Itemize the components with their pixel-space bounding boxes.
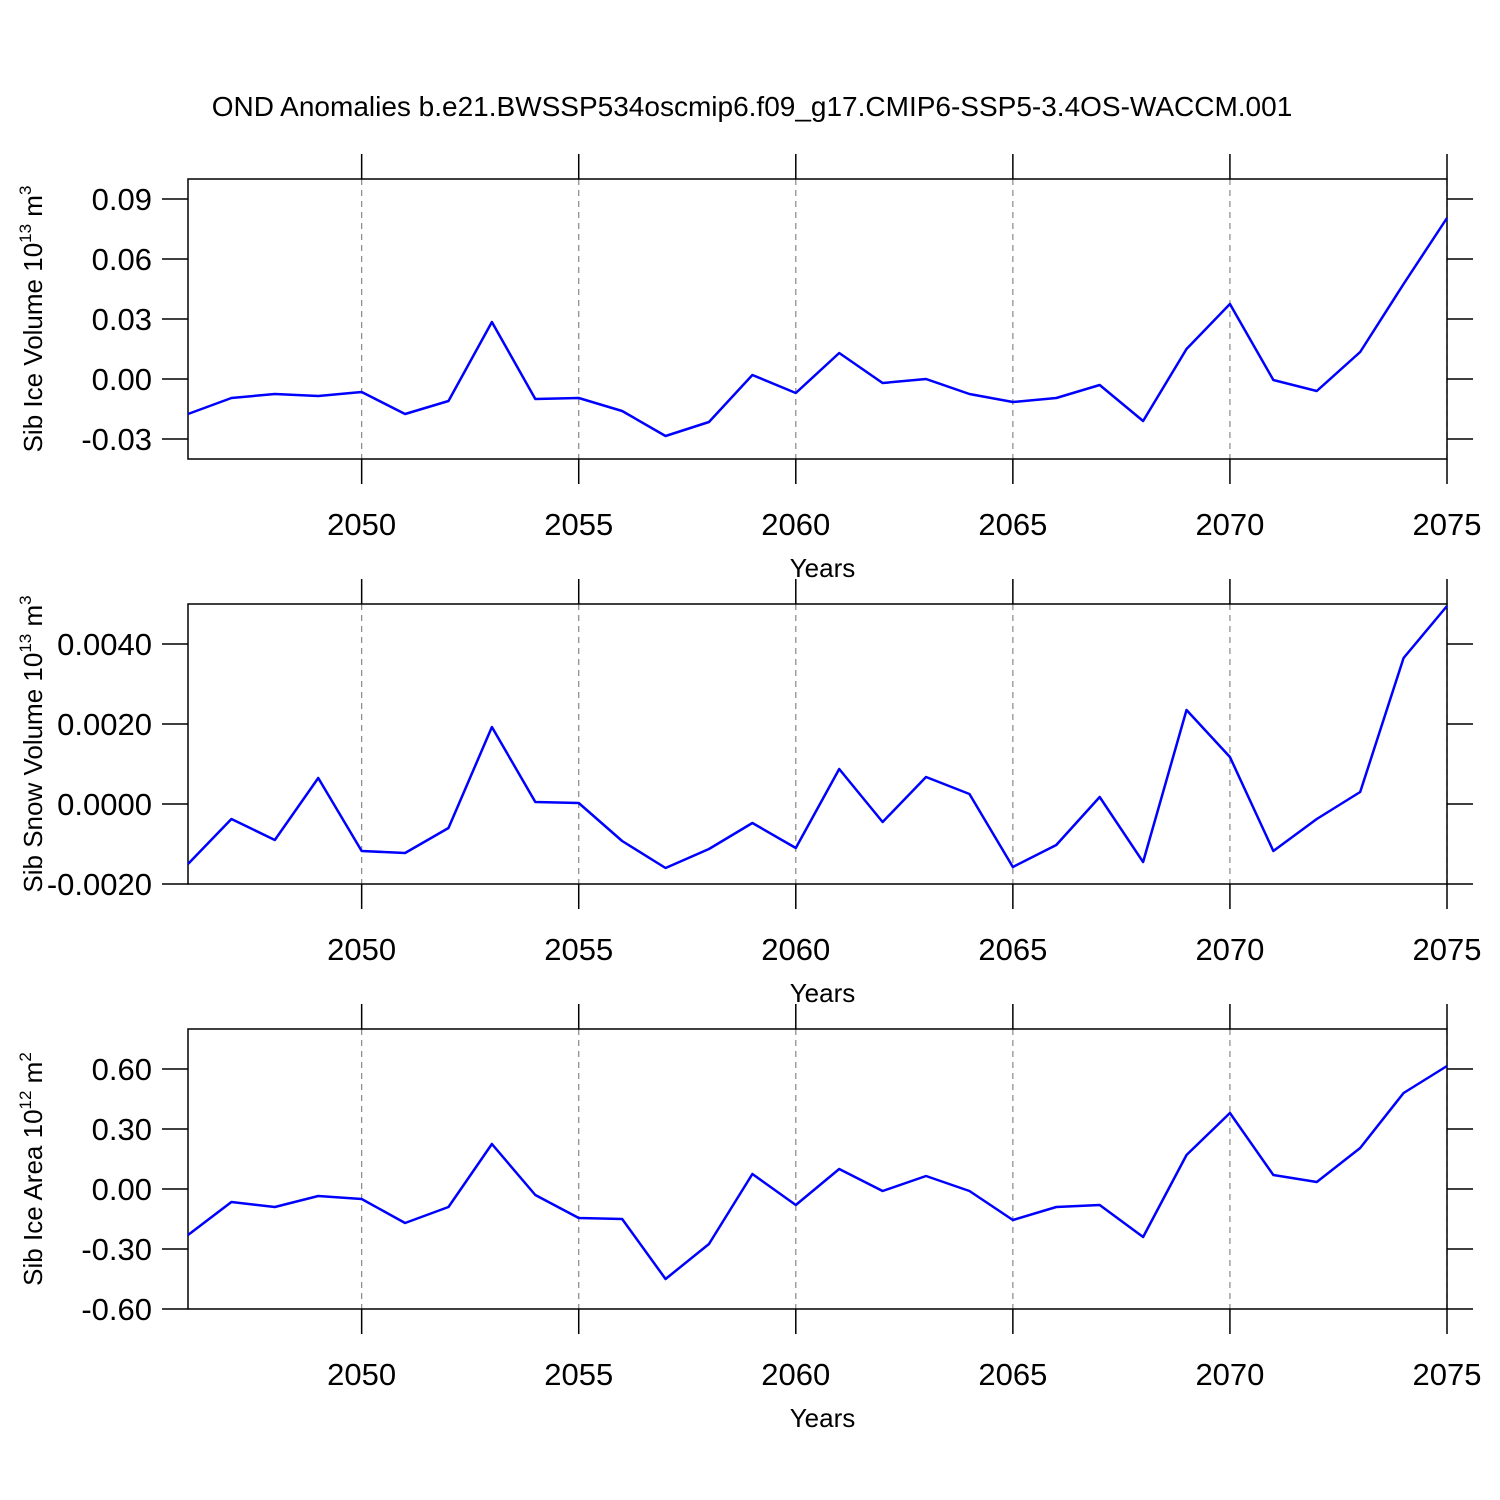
x-axis-label: Years bbox=[790, 978, 856, 1008]
chart-title: OND Anomalies b.e21.BWSSP534oscmip6.f09_… bbox=[212, 91, 1293, 122]
y-tick-label: 0.60 bbox=[92, 1052, 152, 1087]
plot-frame bbox=[187, 1028, 1448, 1310]
x-tick-label: 2050 bbox=[327, 507, 396, 542]
x-tick-label: 2060 bbox=[761, 932, 830, 967]
x-tick-label: 2055 bbox=[544, 932, 613, 967]
y-axis-label-part: Sib Ice Volume 10 bbox=[18, 243, 48, 453]
y-tick-label: 0.0000 bbox=[57, 787, 152, 822]
x-tick-label: 2055 bbox=[544, 507, 613, 542]
y-axis-label: Sib Snow Volume 1013 m3 bbox=[16, 595, 48, 892]
y-tick-label: 0.09 bbox=[92, 182, 152, 217]
y-axis-label: Sib Ice Volume 1013 m3 bbox=[16, 186, 48, 453]
y-axis-label-superscript: 13 bbox=[16, 634, 35, 653]
y-tick-label: 0.03 bbox=[92, 302, 152, 337]
y-tick-label: 0.06 bbox=[92, 242, 152, 277]
y-tick-label: -0.30 bbox=[81, 1232, 152, 1267]
y-axis-label-part: m bbox=[18, 1062, 48, 1091]
x-tick-label: 2075 bbox=[1413, 1357, 1482, 1392]
x-tick-label: 2065 bbox=[978, 1357, 1047, 1392]
x-tick-label: 2070 bbox=[1195, 507, 1264, 542]
y-tick-label: -0.0020 bbox=[47, 867, 152, 902]
x-tick-label: 2055 bbox=[544, 1357, 613, 1392]
y-tick-label: 0.00 bbox=[92, 1172, 152, 1207]
x-tick-label: 2050 bbox=[327, 932, 396, 967]
x-tick-label: 2060 bbox=[761, 1357, 830, 1392]
x-axis-label: Years bbox=[790, 1403, 856, 1433]
x-tick-label: 2065 bbox=[978, 507, 1047, 542]
y-axis-label-part: m bbox=[18, 195, 48, 224]
y-axis-label-superscript: 3 bbox=[16, 595, 35, 604]
y-tick-label: 0.30 bbox=[92, 1112, 152, 1147]
x-tick-label: 2070 bbox=[1195, 932, 1264, 967]
y-tick-label: 0.0040 bbox=[57, 627, 152, 662]
y-tick-label: -0.03 bbox=[81, 422, 152, 457]
plot-frame bbox=[187, 178, 1448, 460]
x-tick-label: 2060 bbox=[761, 507, 830, 542]
x-tick-label: 2065 bbox=[978, 932, 1047, 967]
x-tick-label: 2075 bbox=[1413, 932, 1482, 967]
y-tick-label: 0.0020 bbox=[57, 707, 152, 742]
y-axis-label-superscript: 13 bbox=[16, 224, 35, 243]
y-axis-label-superscript: 2 bbox=[16, 1052, 35, 1061]
x-tick-label: 2070 bbox=[1195, 1357, 1264, 1392]
y-axis-label-superscript: 3 bbox=[16, 186, 35, 195]
y-axis-label-part: m bbox=[18, 605, 48, 634]
x-tick-label: 2075 bbox=[1413, 507, 1482, 542]
y-axis-label: Sib Ice Area 1012 m2 bbox=[16, 1052, 48, 1286]
y-axis-label-part: Sib Ice Area 10 bbox=[18, 1109, 48, 1285]
y-tick-label: -0.60 bbox=[81, 1292, 152, 1327]
y-axis-label-superscript: 12 bbox=[16, 1091, 35, 1110]
x-axis-label: Years bbox=[790, 553, 856, 583]
data-line bbox=[187, 605, 1448, 870]
y-axis-label-part: Sib Snow Volume 10 bbox=[18, 653, 48, 893]
y-tick-label: 0.00 bbox=[92, 362, 152, 397]
x-tick-label: 2050 bbox=[327, 1357, 396, 1392]
plot-frame bbox=[187, 603, 1448, 885]
data-line bbox=[187, 217, 1449, 438]
data-line bbox=[187, 1064, 1448, 1281]
